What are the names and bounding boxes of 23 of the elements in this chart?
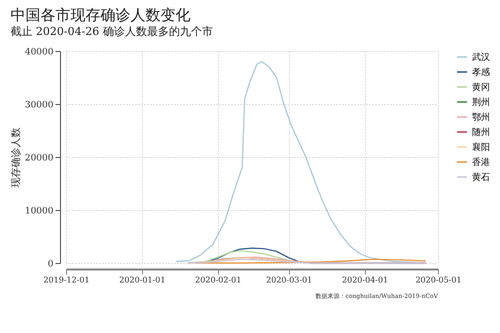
x-tick-label: 2019-12-01: [43, 276, 90, 284]
x-tick-label: 2020-01-01: [119, 276, 166, 284]
x-tick-label: 2020-04-01: [342, 276, 388, 284]
x-tick-label: 2020-05-01: [415, 276, 462, 284]
x-tick-label: 2020-03-01: [266, 276, 312, 284]
legend-label: 香港: [472, 157, 490, 168]
x-tick-label: 2020-02-01: [195, 276, 242, 284]
legend-label: 鄂州: [472, 112, 490, 123]
chart-title: 中国各市现存确诊人数变化: [10, 6, 190, 24]
legend-label: 黄冈: [472, 82, 490, 93]
y-tick-label: 30000: [24, 100, 54, 110]
legend-label: 襄阳: [472, 142, 490, 153]
legend-label: 随州: [472, 127, 490, 138]
y-tick-label: 10000: [24, 206, 54, 216]
legend-label: 孝感: [472, 67, 490, 78]
legend-label: 黄石: [472, 172, 490, 183]
legend-label: 武汉: [472, 52, 490, 63]
y-tick-label: 0: [48, 260, 54, 270]
y-axis-title: 现存确诊人数: [10, 128, 22, 188]
y-tick-label: 20000: [24, 154, 54, 164]
legend-label: 荆州: [472, 97, 490, 108]
y-tick-label: 40000: [24, 48, 54, 58]
chart-subtitle: 截止 2020-04-26 确诊人数最多的九个市: [10, 25, 213, 38]
